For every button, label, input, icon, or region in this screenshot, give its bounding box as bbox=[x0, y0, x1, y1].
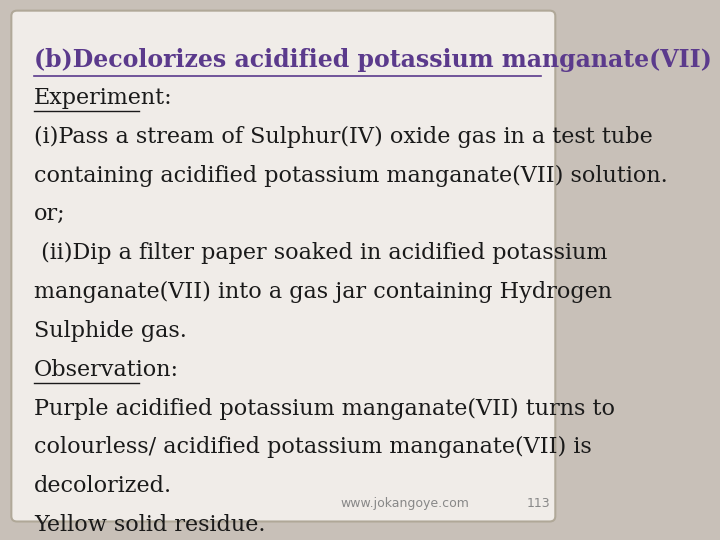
FancyBboxPatch shape bbox=[12, 11, 555, 522]
Text: Yellow solid residue.: Yellow solid residue. bbox=[34, 514, 266, 536]
Text: colourless/ acidified potassium manganate(VII) is: colourless/ acidified potassium manganat… bbox=[34, 436, 592, 458]
Text: (i)Pass a stream of Sulphur(IV) oxide gas in a test tube: (i)Pass a stream of Sulphur(IV) oxide ga… bbox=[34, 126, 653, 147]
Text: or;: or; bbox=[34, 203, 66, 225]
Text: www.jokangoye.com: www.jokangoye.com bbox=[340, 497, 469, 510]
Text: Experiment:: Experiment: bbox=[34, 87, 173, 109]
Text: Observation:: Observation: bbox=[34, 359, 179, 381]
Text: (ii)Dip a filter paper soaked in acidified potassium: (ii)Dip a filter paper soaked in acidifi… bbox=[34, 242, 608, 264]
Text: manganate(VII) into a gas jar containing Hydrogen: manganate(VII) into a gas jar containing… bbox=[34, 281, 612, 303]
Text: Sulphide gas.: Sulphide gas. bbox=[34, 320, 187, 342]
Text: decolorized.: decolorized. bbox=[34, 475, 172, 497]
Text: containing acidified potassium manganate(VII) solution.: containing acidified potassium manganate… bbox=[34, 165, 667, 186]
Text: 113: 113 bbox=[527, 497, 551, 510]
Text: Purple acidified potassium manganate(VII) turns to: Purple acidified potassium manganate(VII… bbox=[34, 397, 615, 420]
Text: (b)Decolorizes acidified potassium manganate(VII): (b)Decolorizes acidified potassium manga… bbox=[34, 48, 712, 72]
